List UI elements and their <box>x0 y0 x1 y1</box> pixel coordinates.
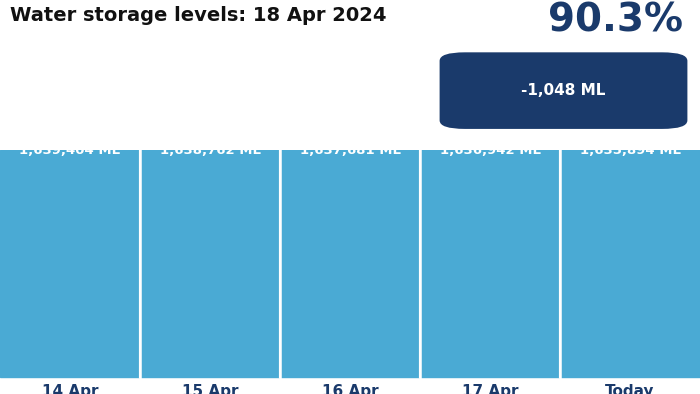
Text: Today: Today <box>606 384 654 394</box>
Text: 1,636,942 ML: 1,636,942 ML <box>440 144 540 157</box>
Text: 16 Apr: 16 Apr <box>322 384 378 394</box>
Polygon shape <box>0 150 700 377</box>
Text: 90.3%: 90.3% <box>547 2 682 40</box>
Text: -1,048 ML: -1,048 ML <box>522 83 606 98</box>
Text: 1,637,681 ML: 1,637,681 ML <box>300 144 400 157</box>
Text: 17 Apr: 17 Apr <box>462 384 518 394</box>
Text: 15 Apr: 15 Apr <box>182 384 238 394</box>
Text: 1,635,894 ML: 1,635,894 ML <box>580 144 680 157</box>
Text: Water storage levels: 18 Apr 2024: Water storage levels: 18 Apr 2024 <box>10 6 387 25</box>
Text: 1,638,762 ML: 1,638,762 ML <box>160 144 260 157</box>
FancyBboxPatch shape <box>440 52 687 129</box>
Text: 1,639,404 ML: 1,639,404 ML <box>20 144 120 157</box>
Text: 14 Apr: 14 Apr <box>42 384 98 394</box>
